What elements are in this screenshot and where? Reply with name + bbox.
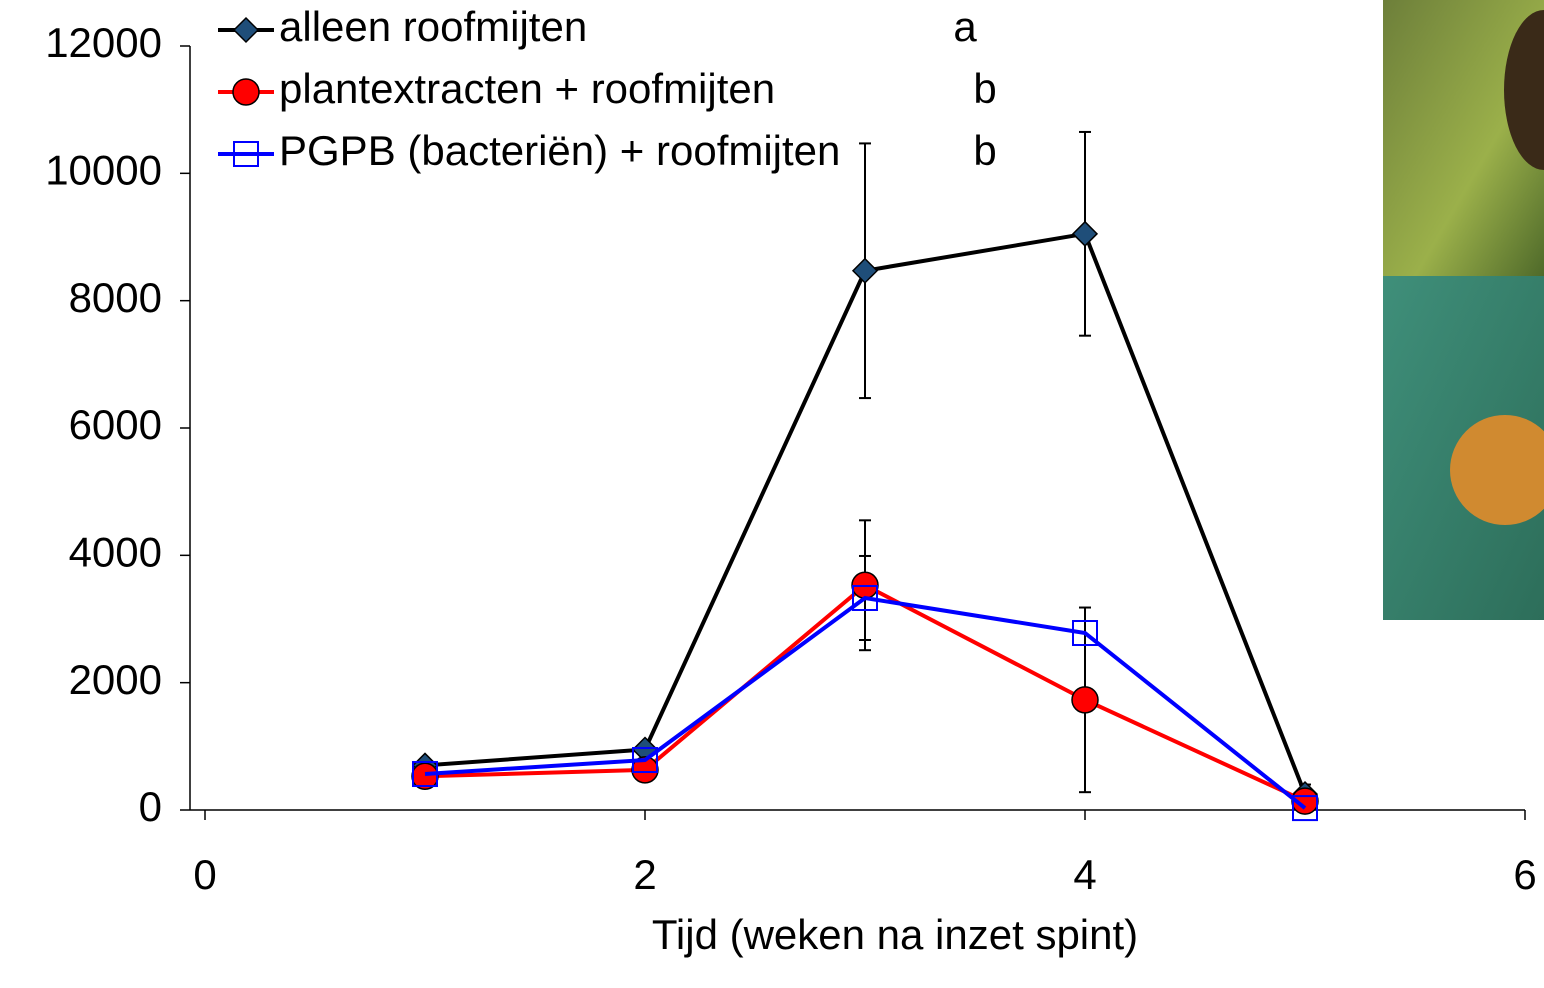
y-tick-label: 0 bbox=[139, 783, 162, 830]
legend-marker bbox=[232, 16, 260, 44]
y-tick-label: 8000 bbox=[69, 274, 162, 321]
legend-label: plantextracten + roofmijten bbox=[279, 65, 775, 112]
x-tick-label: 6 bbox=[1513, 851, 1536, 898]
legend-label: PGPB (bacteriën) + roofmijten bbox=[279, 127, 840, 174]
legend-marker bbox=[233, 141, 259, 167]
marker bbox=[1071, 686, 1099, 714]
legend-label: alleen roofmijten bbox=[279, 3, 587, 50]
y-tick-label: 10000 bbox=[45, 146, 162, 193]
series-line bbox=[424, 595, 1307, 810]
x-tick-label: 2 bbox=[633, 851, 656, 898]
marker bbox=[632, 747, 658, 774]
marker bbox=[851, 257, 879, 284]
legend-annotation: b bbox=[973, 127, 996, 174]
marker bbox=[1072, 620, 1098, 647]
marker bbox=[1071, 220, 1099, 247]
legend-annotation: a bbox=[953, 3, 977, 50]
y-tick-label: 4000 bbox=[69, 528, 162, 575]
marker bbox=[1292, 795, 1318, 822]
y-tick-label: 12000 bbox=[45, 19, 162, 66]
marker bbox=[412, 761, 438, 788]
x-tick-label: 4 bbox=[1073, 851, 1096, 898]
x-tick-label: 0 bbox=[193, 851, 216, 898]
marker bbox=[852, 584, 878, 611]
legend-annotation: b bbox=[973, 65, 996, 112]
y-tick-label: 6000 bbox=[69, 401, 162, 448]
y-tick-label: 2000 bbox=[69, 656, 162, 703]
x-axis-label: Tijd (weken na inzet spint) bbox=[652, 911, 1138, 958]
legend-marker bbox=[232, 78, 260, 106]
photo bbox=[1383, 0, 1544, 620]
